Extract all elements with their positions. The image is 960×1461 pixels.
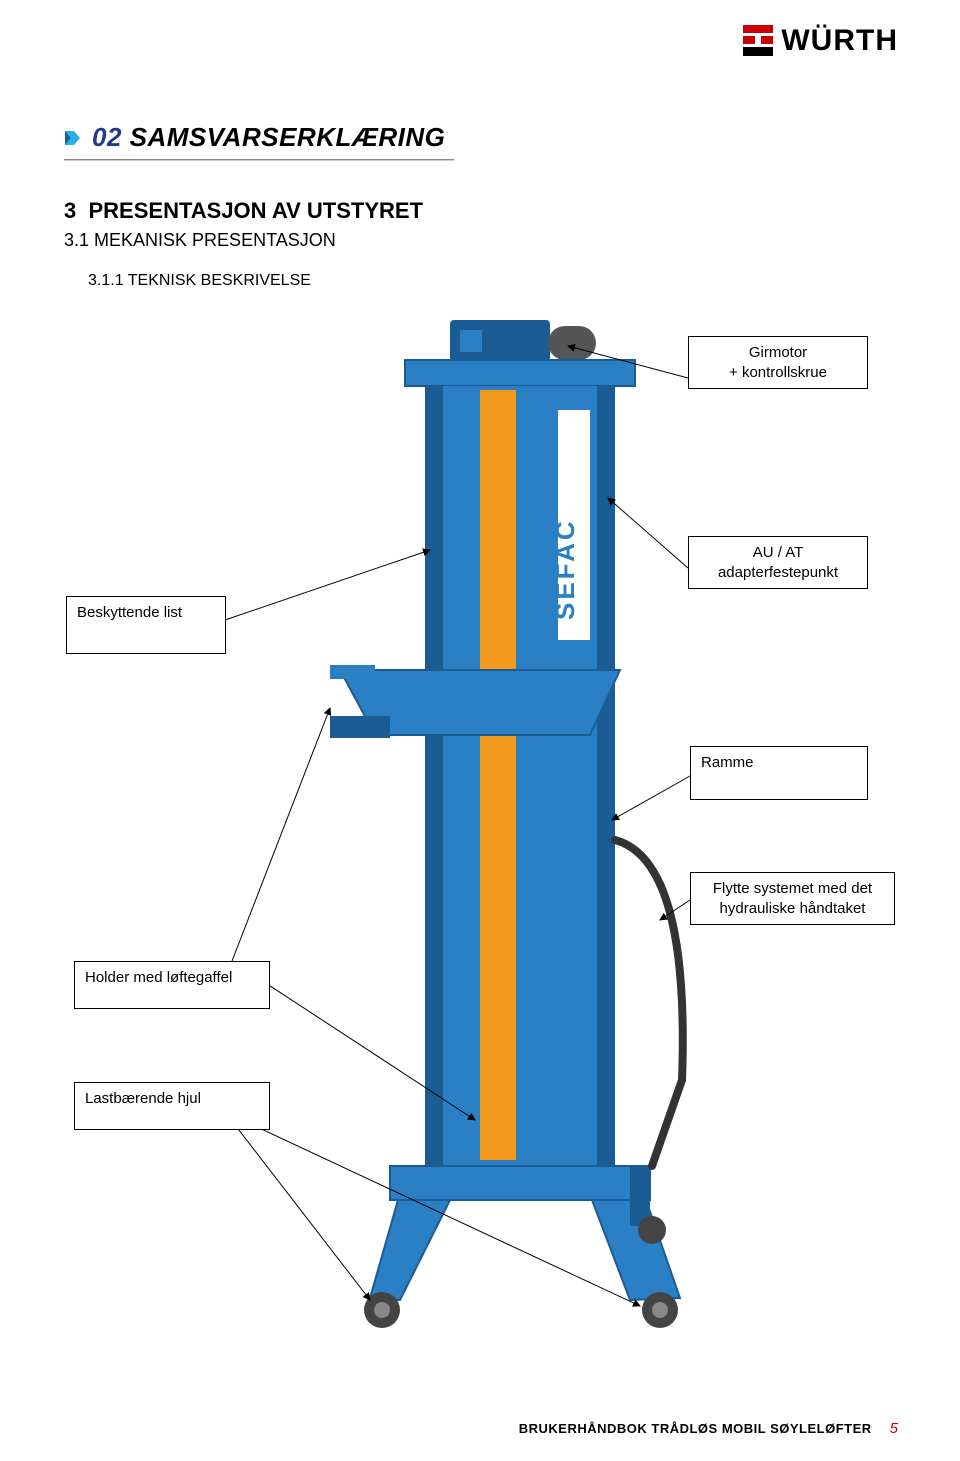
section-chevron-icon xyxy=(64,129,82,147)
svg-text:SEFAC: SEFAC xyxy=(550,518,580,620)
footer-doc-title: BRUKERHÅNDBOK TRÅDLØS MOBIL SØYLELØFTER xyxy=(519,1421,872,1436)
heading-level-1: 3 PRESENTASJON AV UTSTYRET xyxy=(64,198,423,224)
section-title: 02 SAMSVARSERKLÆRING xyxy=(92,122,445,153)
callout-hjul: Lastbærende hjul xyxy=(74,1082,270,1130)
brand-logo: WÜRTH xyxy=(743,24,898,58)
equipment-diagram: SEFAC xyxy=(0,300,960,1350)
brand-logo-text: WÜRTH xyxy=(781,24,898,58)
heading-level-2: 3.1 MEKANISK PRESENTASJON xyxy=(64,230,336,251)
section-header: 02 SAMSVARSERKLÆRING xyxy=(64,122,898,161)
callout-flytte: Flytte systemet med det hydrauliske hånd… xyxy=(690,872,895,925)
brand-logo-mark xyxy=(743,25,773,57)
heading-level-3: 3.1.1 TEKNISK BESKRIVELSE xyxy=(88,272,311,290)
footer-page-number: 5 xyxy=(890,1420,898,1437)
section-number: 02 xyxy=(92,122,122,152)
section-underline xyxy=(64,159,454,161)
callout-holder: Holder med løftegaffel xyxy=(74,961,270,1009)
callout-beskyttende: Beskyttende list xyxy=(66,596,226,654)
callout-adapter: AU / AT adapterfestepunkt xyxy=(688,536,868,589)
section-title-text: SAMSVARSERKLÆRING xyxy=(130,122,446,152)
callout-girmotor: Girmotor + kontrollskrue xyxy=(688,336,868,389)
callout-ramme: Ramme xyxy=(690,746,868,800)
equipment-illustration: SEFAC xyxy=(330,320,690,1330)
page-footer: BRUKERHÅNDBOK TRÅDLØS MOBIL SØYLELØFTER … xyxy=(519,1420,898,1437)
